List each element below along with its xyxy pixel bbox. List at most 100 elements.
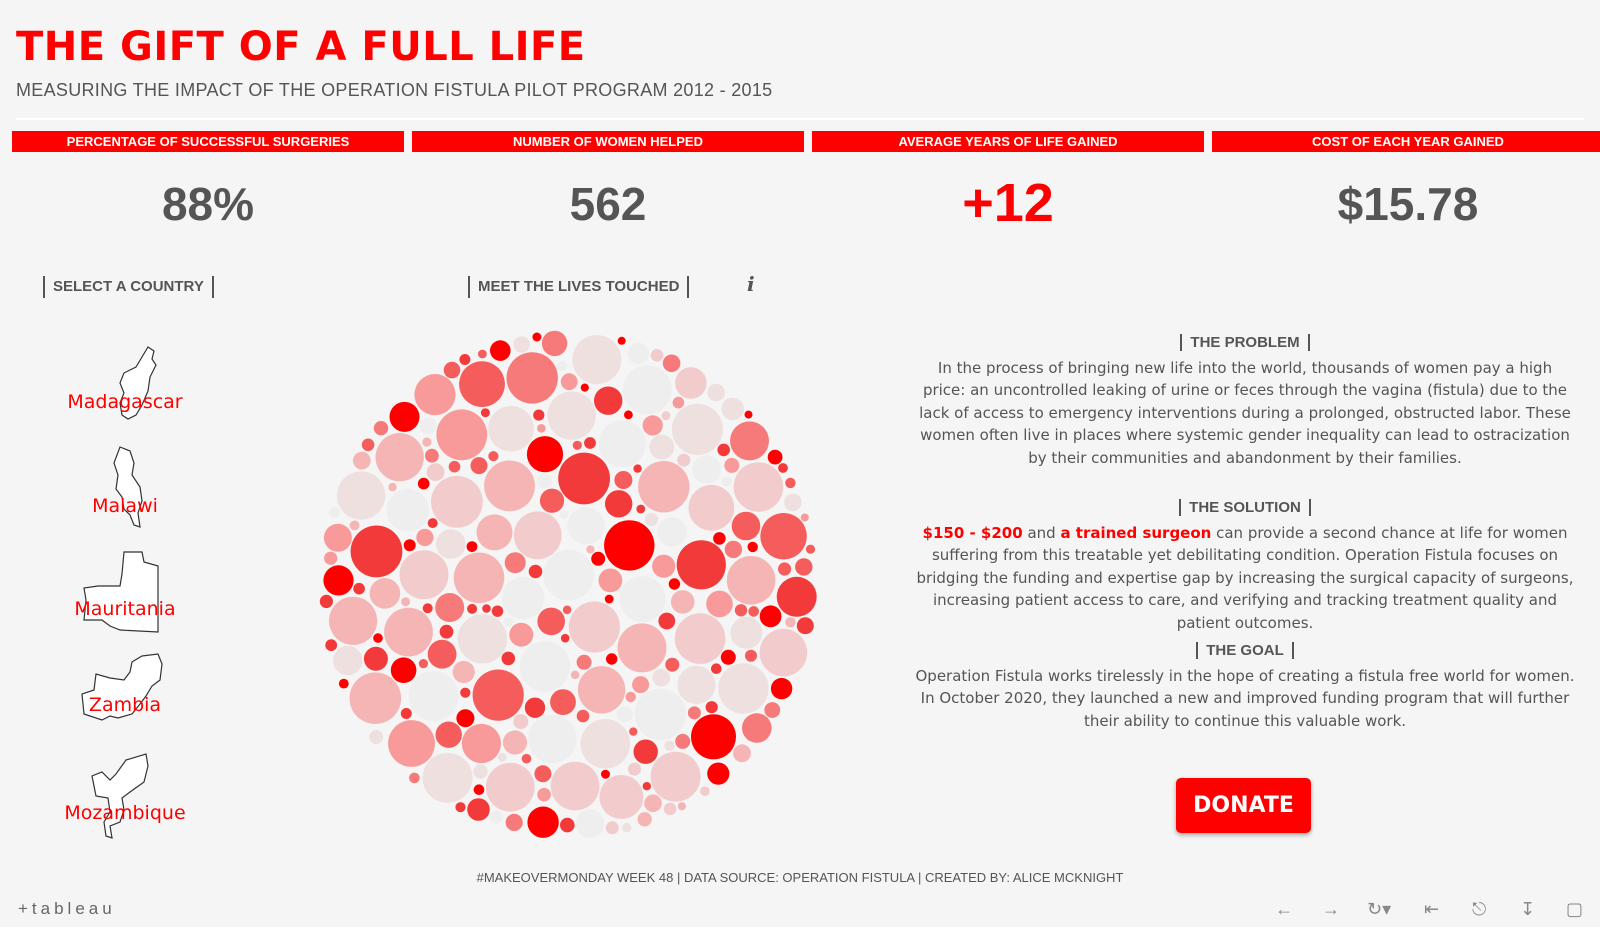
life-bubble[interactable]: [504, 552, 526, 574]
redo-icon[interactable]: →: [1322, 899, 1340, 919]
life-bubble[interactable]: [325, 639, 338, 652]
life-bubble[interactable]: [778, 562, 792, 576]
life-bubble[interactable]: [622, 365, 672, 415]
life-bubble[interactable]: [767, 449, 783, 465]
life-bubble[interactable]: [435, 721, 462, 748]
life-bubble[interactable]: [416, 528, 434, 547]
life-bubble[interactable]: [650, 349, 664, 362]
life-bubble[interactable]: [742, 713, 772, 743]
life-bubble[interactable]: [473, 764, 488, 779]
life-bubble[interactable]: [470, 457, 488, 475]
life-bubble[interactable]: [324, 551, 338, 565]
life-bubble[interactable]: [560, 373, 578, 391]
life-bubble[interactable]: [543, 549, 595, 601]
life-bubble[interactable]: [580, 383, 589, 392]
life-bubble[interactable]: [672, 396, 685, 409]
life-bubble[interactable]: [718, 663, 769, 714]
life-bubble[interactable]: [350, 525, 403, 578]
life-bubble[interactable]: [422, 752, 473, 803]
life-bubble[interactable]: [534, 765, 552, 783]
life-bubble[interactable]: [386, 488, 430, 532]
life-bubble[interactable]: [505, 813, 523, 832]
life-bubble[interactable]: [519, 641, 570, 692]
life-bubble[interactable]: [606, 653, 618, 665]
life-bubble[interactable]: [677, 665, 716, 705]
life-bubble[interactable]: [778, 463, 788, 473]
life-bubble[interactable]: [349, 672, 402, 724]
life-bubble[interactable]: [436, 409, 488, 461]
life-bubble[interactable]: [717, 443, 730, 457]
life-bubble[interactable]: [373, 633, 383, 643]
life-bubble[interactable]: [533, 409, 545, 421]
life-bubble[interactable]: [580, 719, 631, 769]
life-bubble[interactable]: [484, 460, 535, 512]
life-bubble[interactable]: [591, 551, 606, 566]
life-bubble[interactable]: [662, 354, 681, 373]
life-bubble[interactable]: [349, 520, 360, 531]
life-bubble[interactable]: [550, 689, 576, 715]
life-bubble[interactable]: [598, 420, 646, 468]
life-bubble[interactable]: [770, 677, 793, 700]
life-bubble[interactable]: [572, 440, 582, 450]
life-bubble[interactable]: [759, 628, 808, 677]
life-bubble[interactable]: [730, 421, 769, 461]
life-bubble[interactable]: [634, 688, 687, 741]
life-bubble[interactable]: [547, 391, 596, 440]
share-icon[interactable]: ⎋: [1472, 899, 1487, 919]
life-bubble[interactable]: [352, 451, 371, 470]
life-bubble[interactable]: [570, 670, 580, 680]
life-bubble[interactable]: [537, 424, 546, 433]
life-bubble[interactable]: [388, 720, 435, 767]
life-bubble[interactable]: [536, 473, 552, 489]
life-bubble[interactable]: [720, 649, 736, 665]
life-bubble[interactable]: [399, 550, 449, 600]
life-bubble[interactable]: [687, 706, 701, 720]
life-bubble[interactable]: [513, 511, 562, 560]
life-bubble[interactable]: [760, 513, 807, 560]
life-bubble[interactable]: [467, 603, 478, 614]
life-bubble[interactable]: [691, 714, 736, 760]
life-bubble[interactable]: [506, 352, 558, 404]
life-bubble[interactable]: [604, 520, 655, 571]
life-bubble[interactable]: [333, 645, 363, 676]
life-bubble[interactable]: [419, 417, 437, 435]
life-bubble[interactable]: [644, 794, 662, 813]
life-bubble[interactable]: [427, 639, 457, 669]
life-bubble[interactable]: [513, 336, 530, 353]
life-bubble[interactable]: [532, 332, 542, 342]
life-bubble[interactable]: [409, 772, 420, 784]
life-bubble[interactable]: [575, 809, 605, 838]
life-bubble[interactable]: [724, 540, 743, 559]
life-bubble[interactable]: [658, 612, 676, 630]
life-bubble[interactable]: [642, 782, 651, 791]
life-bubble[interactable]: [562, 605, 572, 615]
life-bubble[interactable]: [485, 762, 535, 812]
life-bubble[interactable]: [488, 451, 499, 462]
life-bubble[interactable]: [676, 540, 726, 590]
life-bubble[interactable]: [605, 821, 619, 835]
life-bubble[interactable]: [363, 646, 388, 671]
life-bubble[interactable]: [329, 596, 378, 645]
life-bubble[interactable]: [624, 410, 633, 420]
life-bubble[interactable]: [557, 361, 567, 371]
country-malawi[interactable]: Malawi: [40, 445, 210, 537]
life-bubble[interactable]: [336, 471, 386, 520]
life-bubble[interactable]: [488, 405, 534, 452]
life-bubble[interactable]: [622, 823, 632, 833]
life-bubble[interactable]: [526, 436, 564, 473]
life-bubble[interactable]: [692, 455, 722, 484]
life-bubble[interactable]: [644, 512, 659, 527]
life-bubble[interactable]: [733, 462, 784, 512]
life-bubble[interactable]: [652, 554, 676, 578]
download-icon[interactable]: ↧: [1520, 899, 1536, 919]
life-bubble[interactable]: [733, 744, 751, 763]
life-bubble[interactable]: [625, 691, 636, 703]
donate-button[interactable]: DONATE: [1176, 778, 1311, 833]
life-bubble[interactable]: [657, 517, 687, 547]
life-bubble[interactable]: [461, 723, 501, 764]
life-bubble[interactable]: [527, 806, 559, 838]
life-bubble[interactable]: [632, 676, 650, 694]
life-bubble[interactable]: [489, 810, 503, 824]
life-bubble[interactable]: [605, 490, 633, 518]
life-bubble[interactable]: [629, 727, 638, 736]
